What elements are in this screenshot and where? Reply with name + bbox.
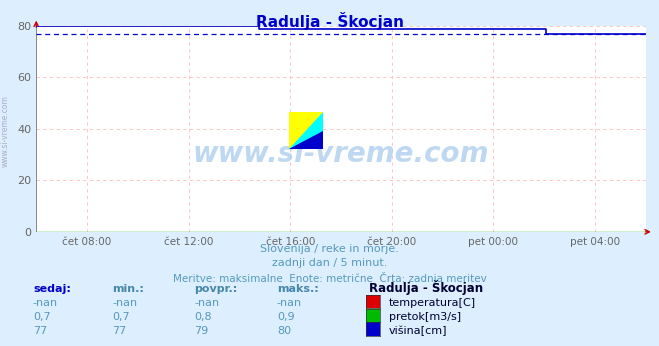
Text: sedaj:: sedaj:	[33, 284, 71, 294]
Text: zadnji dan / 5 minut.: zadnji dan / 5 minut.	[272, 258, 387, 268]
Text: min.:: min.:	[112, 284, 144, 294]
Text: -nan: -nan	[112, 298, 137, 308]
Text: Radulja - Škocjan: Radulja - Škocjan	[256, 12, 403, 30]
Text: www.si-vreme.com: www.si-vreme.com	[193, 139, 489, 167]
Polygon shape	[289, 131, 323, 149]
Text: -nan: -nan	[277, 298, 302, 308]
Polygon shape	[289, 112, 323, 149]
Text: povpr.:: povpr.:	[194, 284, 238, 294]
Text: 0,8: 0,8	[194, 312, 212, 322]
Text: 79: 79	[194, 326, 209, 336]
Text: 0,7: 0,7	[112, 312, 130, 322]
Text: 77: 77	[112, 326, 127, 336]
Text: -nan: -nan	[33, 298, 58, 308]
Text: 80: 80	[277, 326, 291, 336]
Text: temperatura[C]: temperatura[C]	[389, 298, 476, 308]
Text: -nan: -nan	[194, 298, 219, 308]
Text: Meritve: maksimalne  Enote: metrične  Črta: zadnja meritev: Meritve: maksimalne Enote: metrične Črta…	[173, 272, 486, 284]
Polygon shape	[289, 112, 323, 149]
Text: Slovenija / reke in morje.: Slovenija / reke in morje.	[260, 244, 399, 254]
Text: www.si-vreme.com: www.si-vreme.com	[1, 95, 10, 167]
Text: Radulja - Škocjan: Radulja - Škocjan	[369, 280, 483, 295]
Text: maks.:: maks.:	[277, 284, 318, 294]
Text: 77: 77	[33, 326, 47, 336]
Text: višina[cm]: višina[cm]	[389, 326, 447, 336]
Text: 0,9: 0,9	[277, 312, 295, 322]
Text: pretok[m3/s]: pretok[m3/s]	[389, 312, 461, 322]
Text: 0,7: 0,7	[33, 312, 51, 322]
